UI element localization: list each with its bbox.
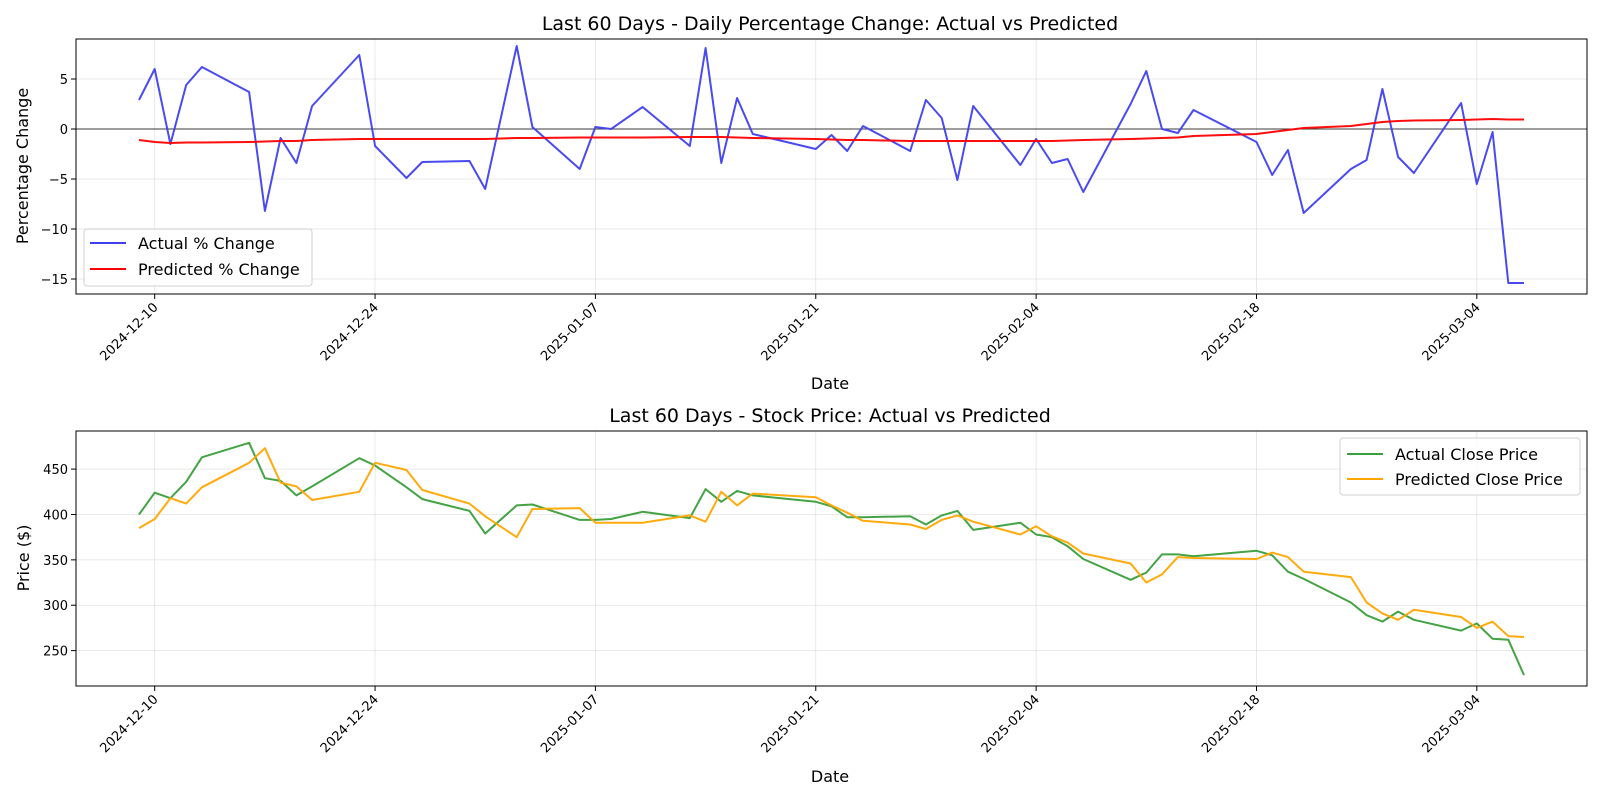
- x-tick-label: 2025-02-04: [979, 300, 1043, 364]
- x-tick-label: 2025-02-18: [1199, 300, 1263, 364]
- x-tick-label: 2025-01-07: [538, 300, 602, 364]
- y-tick-label: 5: [60, 73, 68, 88]
- series-line-predicted-close-price: [138, 447, 1525, 638]
- y-tick-label: 450: [43, 463, 68, 478]
- series-lines: [138, 45, 1524, 284]
- series-line-actual-change: [138, 45, 1524, 284]
- legend-label-predicted-price: Predicted Close Price: [1395, 470, 1563, 489]
- x-ticks: 2024-12-10 2024-12-24 2025-01-07 2025-01-21…: [97, 686, 1484, 756]
- x-tick-label: 2025-03-04: [1420, 692, 1484, 756]
- series-line-predicted-change: [138, 118, 1524, 144]
- y-axis-label: Price ($): [14, 525, 33, 592]
- legend-label-actual-price: Actual Close Price: [1395, 445, 1538, 464]
- legend-label-predicted-pct: Predicted % Change: [138, 260, 300, 279]
- legend-label-actual-pct: Actual % Change: [138, 234, 275, 253]
- legend-box: [1339, 437, 1581, 496]
- chart-title: Last 60 Days - Daily Percentage Change: …: [542, 13, 1118, 35]
- x-tick-label: 2024-12-10: [97, 300, 161, 364]
- y-tick-label: 400: [43, 508, 68, 523]
- x-tick-label: 2025-02-18: [1199, 692, 1263, 756]
- series-lines: [138, 441, 1525, 676]
- grid: [76, 431, 1587, 686]
- y-tick-label: 0: [60, 123, 68, 138]
- x-tick-label: 2025-03-04: [1420, 300, 1484, 364]
- y-tick-label: −5: [49, 173, 68, 188]
- x-axis-label: Date: [811, 767, 849, 786]
- x-axis-label: Date: [811, 374, 849, 393]
- legend-box: [83, 228, 313, 287]
- plot-area: [75, 430, 1588, 687]
- x-tick-label: 2025-01-07: [538, 692, 602, 756]
- x-tick-label: 2024-12-24: [318, 300, 382, 364]
- x-tick-label: 2025-01-21: [759, 692, 823, 756]
- y-tick-label: 250: [43, 645, 68, 660]
- plot-area: [75, 38, 1588, 295]
- x-tick-label: 2024-12-24: [318, 692, 382, 756]
- y-tick-label: −15: [41, 273, 68, 288]
- percentage-change-chart: Last 60 Days - Daily Percentage Change: …: [13, 13, 1588, 393]
- y-tick-label: 350: [43, 554, 68, 569]
- y-tick-label: 300: [43, 599, 68, 614]
- legend: Actual Close Price Predicted Close Price: [1339, 437, 1581, 496]
- series-line-actual-close-price: [138, 441, 1525, 676]
- x-ticks: 2024-12-10 2024-12-24 2025-01-07 2025-01-21…: [97, 294, 1484, 364]
- y-ticks: −15 −10 −5 0 5: [41, 73, 76, 288]
- stock-price-chart: Last 60 Days - Stock Price: Actual vs Pr…: [14, 405, 1588, 786]
- y-tick-label: −10: [41, 223, 68, 238]
- x-tick-label: 2025-02-04: [979, 692, 1043, 756]
- y-ticks: 250 300 350 400 450: [43, 463, 76, 660]
- legend: Actual % Change Predicted % Change: [83, 228, 313, 287]
- chart-title: Last 60 Days - Stock Price: Actual vs Pr…: [609, 405, 1051, 427]
- x-tick-label: 2024-12-10: [97, 692, 161, 756]
- y-axis-label: Percentage Change: [13, 88, 32, 244]
- x-tick-label: 2025-01-21: [759, 300, 823, 364]
